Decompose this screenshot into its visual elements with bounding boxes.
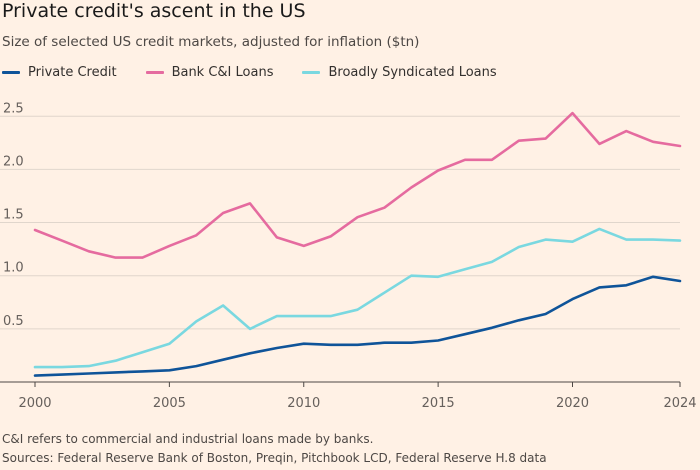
legend-label-private-credit: Private Credit (28, 65, 117, 80)
x-tick-label: 2020 (556, 396, 589, 411)
y-tick-label: 2.5 (3, 101, 24, 116)
legend-item-broadly-syndicated-loans: Broadly Syndicated Loans (302, 65, 497, 80)
legend: Private Credit Bank C&I Loans Broadly Sy… (2, 65, 526, 80)
legend-swatch-private-credit (2, 71, 20, 74)
x-tick-label: 2005 (153, 396, 186, 411)
legend-swatch-bank-ci-loans (145, 71, 164, 74)
legend-label-broadly-syndicated-loans: Broadly Syndicated Loans (328, 65, 497, 80)
chart-title: Private credit's ascent in the US (2, 0, 306, 22)
x-tick-label: 2015 (422, 396, 455, 411)
x-tick-label: 2010 (287, 396, 320, 411)
y-tick-label: 1.0 (3, 261, 24, 276)
y-tick-label: 0.5 (3, 314, 24, 329)
x-tick-label: 2000 (18, 396, 51, 411)
x-tick-label: 2024 (663, 396, 696, 411)
y-tick-label: 1.5 (3, 208, 24, 223)
legend-item-private-credit: Private Credit (2, 65, 117, 80)
series-line-broadly-syndicated-loans (33, 227, 682, 369)
footnote: C&I refers to commercial and industrial … (2, 432, 374, 446)
y-tick-label: 2.0 (3, 154, 24, 169)
chart-subtitle: Size of selected US credit markets, adju… (2, 34, 420, 50)
legend-item-bank-ci-loans: Bank C&I Loans (145, 65, 274, 80)
legend-label-bank-ci-loans: Bank C&I Loans (171, 65, 274, 80)
legend-swatch-broadly-syndicated-loans (302, 71, 321, 74)
sources-note: Sources: Federal Reserve Bank of Boston,… (2, 451, 547, 465)
series-line-private-credit (33, 275, 682, 377)
series-line-bank-c-i-loans (33, 111, 682, 259)
